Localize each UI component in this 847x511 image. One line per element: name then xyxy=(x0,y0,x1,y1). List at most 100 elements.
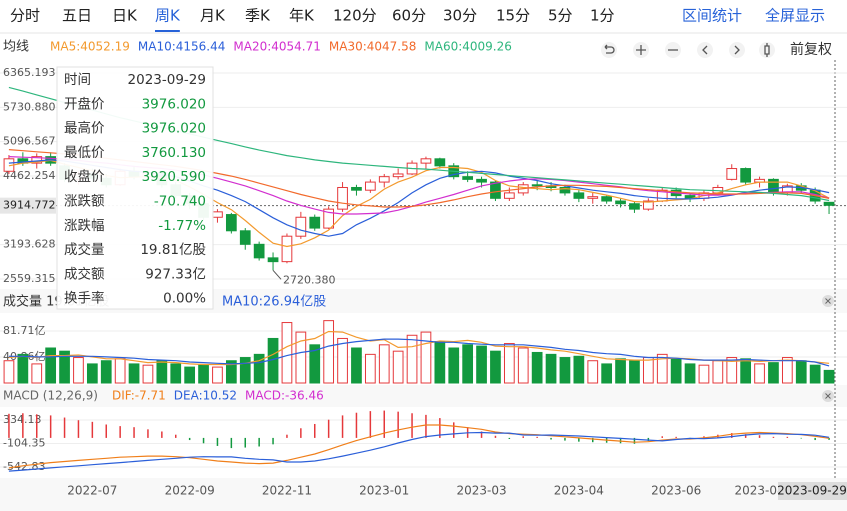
volume-bar xyxy=(100,360,112,384)
volume-bar xyxy=(448,347,460,384)
prev-button[interactable] xyxy=(697,42,713,58)
tooltip-label: 时间 xyxy=(64,72,91,88)
next-icon xyxy=(734,45,740,55)
current-price-label: 3914.772 xyxy=(3,199,56,212)
candle-body xyxy=(559,186,571,194)
volume-bar xyxy=(295,331,307,384)
volume-bar xyxy=(156,360,168,384)
tooltip-value: -70.740 xyxy=(154,194,206,210)
volume-bar xyxy=(476,345,487,384)
indicator-line xyxy=(8,431,830,472)
x-tick-label: 2023-04 xyxy=(554,484,604,498)
legend-entry: MA30:4047.58 xyxy=(329,40,417,54)
prev-icon xyxy=(702,45,708,55)
tooltip-value: 927.33亿 xyxy=(145,266,206,282)
candle-style-button[interactable] xyxy=(759,42,775,58)
indicator-line xyxy=(8,338,830,367)
x-tick-label: 2023-08 xyxy=(734,484,784,498)
candle-body xyxy=(823,201,835,206)
volume-bar xyxy=(45,347,57,384)
tab[interactable]: 5分 xyxy=(548,7,573,25)
tooltip-label: 换手率 xyxy=(64,290,105,307)
y-tick-label: 81.71亿 xyxy=(3,324,46,337)
volume-bar xyxy=(573,355,585,384)
tab[interactable]: 120分 xyxy=(333,7,377,25)
candle-body xyxy=(420,158,432,164)
legend-entry: MA60:4009.26 xyxy=(424,40,512,54)
candle-body xyxy=(364,181,376,191)
volume-bar xyxy=(670,358,682,384)
action-link[interactable]: 区间统计 xyxy=(682,7,742,25)
tab[interactable]: 周K xyxy=(155,7,181,25)
volume-bar xyxy=(406,334,418,384)
volume-bar xyxy=(726,357,738,384)
legend-entry: MA10:26.94亿股 xyxy=(222,295,326,310)
macd-header-bg xyxy=(0,385,847,407)
tab[interactable]: 五日 xyxy=(62,7,92,25)
candle-body xyxy=(490,181,501,199)
legend-entry: MA10:4156.44 xyxy=(138,40,226,54)
tooltip-value: 3976.020 xyxy=(142,96,206,112)
x-tick-label: 2022-11 xyxy=(262,484,312,498)
action-link[interactable]: 全屏显示 xyxy=(765,7,825,25)
tab[interactable]: 日K xyxy=(112,7,138,25)
volume-bar xyxy=(73,357,84,384)
tab[interactable]: 1分 xyxy=(590,7,615,25)
x-cursor-label: 2023-09-29 xyxy=(777,484,847,498)
macd-panel: 334.13-104.35-542.83 xyxy=(0,410,847,473)
tab[interactable]: 季K xyxy=(245,7,271,25)
volume-bar xyxy=(420,331,432,384)
undo-icon xyxy=(604,44,615,54)
volume-bar xyxy=(503,343,515,384)
candle-body xyxy=(295,216,307,237)
volume-bar xyxy=(434,341,446,384)
candle-body xyxy=(31,156,43,164)
adjust-mode[interactable]: 前复权 xyxy=(790,41,832,58)
volume-bar xyxy=(615,358,626,384)
candle-body xyxy=(281,235,293,263)
y-tick-label: 3193.628 xyxy=(3,238,56,251)
tab[interactable]: 30分 xyxy=(443,7,477,25)
tab[interactable]: 60分 xyxy=(392,7,426,25)
zoom-in-icon xyxy=(636,45,646,55)
x-cursor-bg xyxy=(778,482,847,500)
candle-style-icon xyxy=(764,43,770,57)
candle-body xyxy=(351,186,362,191)
candle-body xyxy=(629,203,640,210)
tab[interactable]: 月K xyxy=(200,7,226,25)
volume-bar xyxy=(378,344,390,384)
volume-bar xyxy=(642,357,654,384)
tooltip-box xyxy=(56,66,214,310)
panel-title: 均线 xyxy=(3,40,29,55)
volume-bar xyxy=(559,357,571,384)
volume-bar xyxy=(601,363,613,384)
volume-bar xyxy=(364,353,376,384)
x-tick-label: 2023-03 xyxy=(456,484,506,498)
toolbar xyxy=(601,42,775,58)
candle-body xyxy=(740,168,752,183)
volume-panel: 81.71亿40.86亿 xyxy=(0,320,847,384)
candle-body xyxy=(601,196,613,202)
candle-body xyxy=(573,192,585,199)
tooltip-label: 最低价 xyxy=(64,145,105,161)
tab[interactable]: 15分 xyxy=(496,7,530,25)
volume-bar xyxy=(629,360,640,384)
candle-body xyxy=(642,200,654,210)
undo-button[interactable] xyxy=(601,42,617,58)
next-button[interactable] xyxy=(729,42,745,58)
tooltip-label: 收盘价 xyxy=(64,168,105,185)
candle-body xyxy=(503,192,515,199)
y-tick-label: 5730.880 xyxy=(3,100,56,113)
candle-body xyxy=(462,176,474,180)
volume-bar xyxy=(17,353,29,384)
annotation-leader xyxy=(272,269,282,280)
tooltip-value: 0.00% xyxy=(163,291,206,307)
tooltip-value: 3976.020 xyxy=(142,121,206,137)
volume-bar xyxy=(781,357,793,384)
candle-body xyxy=(476,178,487,183)
candle-body xyxy=(267,257,279,263)
tab[interactable]: 年K xyxy=(289,7,315,25)
volume-bar xyxy=(684,363,696,384)
tab[interactable]: 分时 xyxy=(10,7,40,25)
